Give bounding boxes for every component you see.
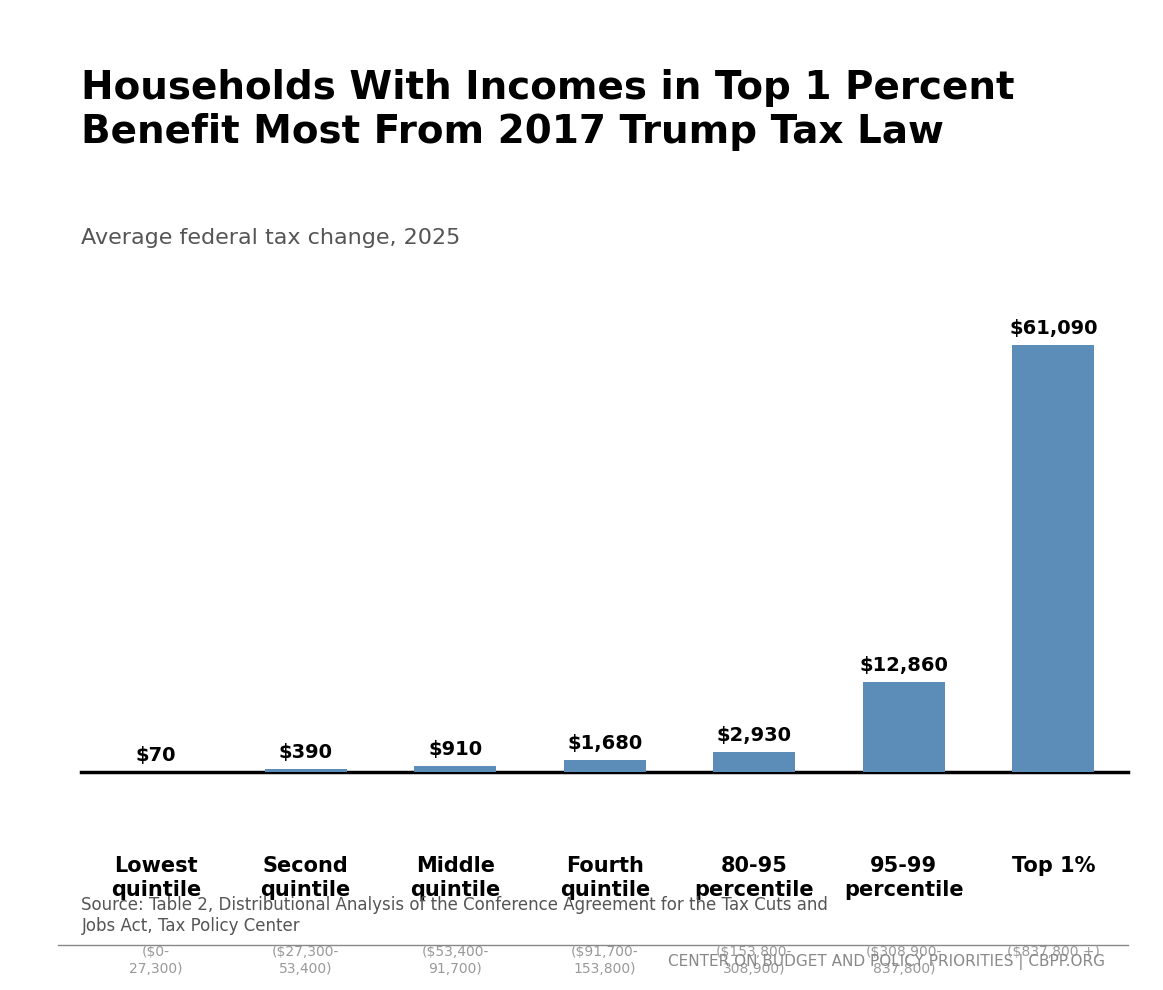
Text: $61,090: $61,090 — [1009, 319, 1098, 339]
Bar — [713, 751, 795, 772]
Text: Top 1%: Top 1% — [1012, 856, 1096, 876]
Text: ($837,800 +): ($837,800 +) — [1007, 945, 1100, 959]
Text: $910: $910 — [428, 740, 483, 758]
Text: ($153,800-
308,900): ($153,800- 308,900) — [716, 945, 792, 976]
Text: 80-95
percentile: 80-95 percentile — [694, 856, 814, 900]
Text: CENTER ON BUDGET AND POLICY PRIORITIES | CBPP.ORG: CENTER ON BUDGET AND POLICY PRIORITIES |… — [668, 954, 1105, 970]
Text: 95-99
percentile: 95-99 percentile — [844, 856, 964, 900]
Text: ($308,900-
837,800): ($308,900- 837,800) — [865, 945, 942, 976]
Text: $2,930: $2,930 — [716, 726, 792, 744]
Text: ($53,400-
91,700): ($53,400- 91,700) — [421, 945, 488, 976]
Text: ($27,300-
53,400): ($27,300- 53,400) — [272, 945, 340, 976]
Text: ($91,700-
153,800): ($91,700- 153,800) — [571, 945, 638, 976]
Text: Middle
quintile: Middle quintile — [411, 856, 500, 900]
Text: Lowest
quintile: Lowest quintile — [110, 856, 201, 900]
Text: Source: Table 2, Distributional Analysis of the Conference Agreement for the Tax: Source: Table 2, Distributional Analysis… — [81, 896, 828, 935]
Bar — [414, 766, 497, 772]
Text: $1,680: $1,680 — [568, 735, 642, 753]
Bar — [564, 760, 645, 772]
Text: Second
quintile: Second quintile — [261, 856, 351, 900]
Bar — [863, 682, 944, 772]
Text: $70: $70 — [136, 745, 177, 764]
Text: Fourth
quintile: Fourth quintile — [559, 856, 650, 900]
Text: Average federal tax change, 2025: Average federal tax change, 2025 — [81, 228, 461, 248]
Text: $390: $390 — [279, 743, 333, 762]
Bar — [264, 769, 347, 772]
Bar — [1012, 346, 1094, 772]
Text: $12,860: $12,860 — [859, 656, 948, 675]
Text: ($0-
27,300): ($0- 27,300) — [129, 945, 183, 976]
Text: Households With Incomes in Top 1 Percent
Benefit Most From 2017 Trump Tax Law: Households With Incomes in Top 1 Percent… — [81, 69, 1015, 151]
